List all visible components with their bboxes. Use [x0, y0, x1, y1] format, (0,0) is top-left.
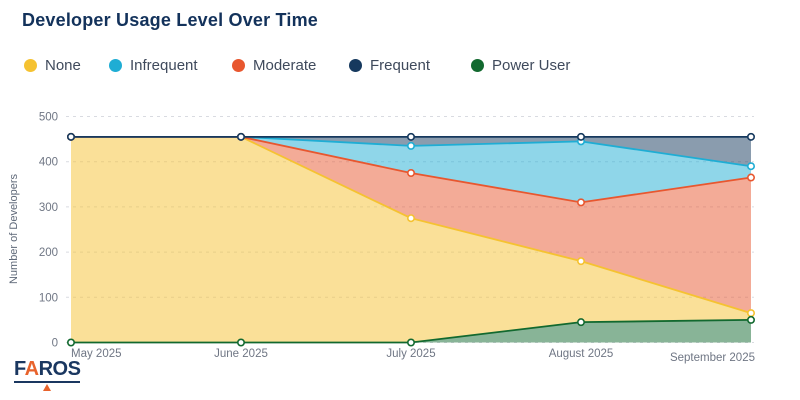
point-frequent-0[interactable] — [67, 132, 76, 141]
legend-label-infrequent: Infrequent — [130, 57, 198, 74]
point-power-user-4[interactable] — [746, 315, 755, 324]
y-tick-label-0: 0 — [52, 338, 58, 350]
legend-item-frequent[interactable]: Frequent — [349, 57, 430, 74]
y-tick-label-300: 300 — [39, 202, 58, 214]
legend-item-power-user[interactable]: Power User — [471, 57, 570, 74]
point-none-2[interactable] — [406, 214, 415, 223]
x-tick-label-september-2025: September 2025 — [670, 352, 755, 364]
lighthouse-icon — [43, 384, 52, 391]
point-moderate-4[interactable] — [746, 173, 755, 182]
point-infrequent-4[interactable] — [746, 162, 755, 171]
legend-label-none: None — [45, 57, 81, 74]
y-tick-label-100: 100 — [39, 292, 58, 304]
point-power-user-3[interactable] — [576, 318, 585, 327]
point-moderate-3[interactable] — [576, 198, 585, 207]
logo-letter-a: A — [24, 358, 39, 380]
point-infrequent-2[interactable] — [406, 141, 415, 150]
legend-dot-infrequent — [109, 59, 122, 72]
y-tick-label-500: 500 — [39, 112, 58, 124]
y-tick-label-400: 400 — [39, 157, 58, 169]
x-tick-label-july-2025: July 2025 — [386, 348, 435, 360]
y-tick-label-200: 200 — [39, 247, 58, 259]
point-frequent-4[interactable] — [746, 132, 755, 141]
legend-dot-moderate — [232, 59, 245, 72]
point-none-4[interactable] — [746, 309, 755, 318]
legend-item-none[interactable]: None — [24, 57, 81, 74]
point-moderate-2[interactable] — [406, 169, 415, 178]
area-none — [71, 136, 751, 343]
point-none-3[interactable] — [576, 257, 585, 266]
legend-label-moderate: Moderate — [253, 57, 317, 74]
point-frequent-3[interactable] — [576, 132, 585, 141]
point-power-user-2[interactable] — [406, 338, 415, 347]
x-tick-label-august-2025: August 2025 — [549, 348, 614, 360]
legend-dot-power-user — [471, 59, 484, 72]
point-frequent-2[interactable] — [406, 132, 415, 141]
chart-title: Developer Usage Level Over Time — [22, 10, 319, 30]
faros-logo-text: FAROS — [14, 358, 81, 383]
point-frequent-1[interactable] — [237, 132, 246, 141]
area-moderate — [71, 136, 751, 314]
y-axis-title: Number of Developers — [8, 173, 20, 284]
x-tick-label-may-2025: May 2025 — [71, 348, 122, 360]
legend-label-power-user: Power User — [492, 57, 571, 74]
legend-label-frequent: Frequent — [370, 57, 431, 74]
legend-item-moderate[interactable]: Moderate — [232, 57, 316, 74]
legend-dot-none — [24, 59, 37, 72]
point-power-user-0[interactable] — [67, 338, 76, 347]
point-power-user-1[interactable] — [237, 338, 246, 347]
legend-dot-frequent — [349, 59, 362, 72]
faros-logo: FAROS — [14, 358, 81, 391]
x-tick-label-june-2025: June 2025 — [214, 348, 268, 360]
legend-item-infrequent[interactable]: Infrequent — [109, 57, 198, 74]
